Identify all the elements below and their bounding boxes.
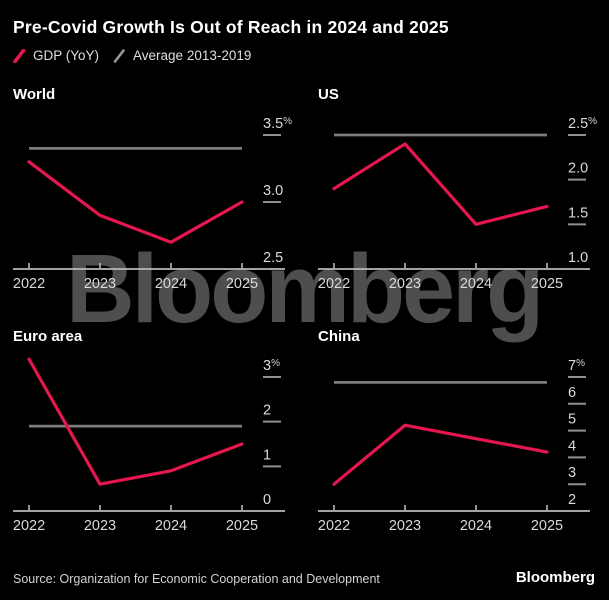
x-tick-label: 2024: [155, 518, 187, 534]
x-tick-label: 2022: [13, 276, 45, 292]
x-tick-label: 2025: [226, 518, 258, 534]
gdp-line: [332, 423, 549, 486]
y-tick-label: 3: [568, 465, 576, 481]
x-tick-label: 2025: [226, 276, 258, 292]
chart-legend: GDP (YoY) Average 2013-2019: [13, 48, 251, 63]
x-tick-label: 2023: [84, 518, 116, 534]
x-tick-label: 2025: [531, 518, 563, 534]
y-tick-label: 3.5%: [263, 116, 292, 132]
panel-title-euro-area: Euro area: [13, 328, 83, 345]
panel-title-china: China: [318, 328, 360, 345]
euro-area-gdp-chart: 2022 2023 2024 2025 0 1 2 3%: [13, 357, 285, 534]
legend-item-gdp: GDP (YoY): [13, 48, 99, 63]
x-tick-label: 2022: [318, 276, 350, 292]
x-tick-label: 2022: [13, 518, 45, 534]
y-tick-label: 7%: [568, 358, 585, 374]
y-tick-label: 3.0: [263, 183, 283, 199]
y-tick-label: 0: [263, 492, 271, 508]
us-gdp-chart: 2022 2023 2024 2025 1.0 1.5 2.0 2.5%: [318, 116, 597, 292]
y-tick-label: 1: [263, 447, 271, 463]
chart-title: Pre-Covid Growth Is Out of Reach in 2024…: [13, 17, 449, 37]
x-tick-label: 2024: [460, 276, 492, 292]
x-tick-label: 2023: [84, 276, 116, 292]
bloomberg-logo: Bloomberg: [515, 569, 595, 586]
panel-us: US 2022 2023 2024 2025 1.0 1.5 2.0 2.5%: [318, 86, 609, 299]
y-tick-label: 2.5%: [568, 116, 597, 132]
y-tick-label: 3%: [263, 358, 280, 374]
china-gdp-chart: 2022 2023 2024 2025 2 3 4 5 6 7%: [318, 358, 590, 534]
legend-label-gdp: GDP (YoY): [33, 48, 100, 63]
y-tick-label: 2.5: [263, 250, 283, 266]
gdp-line: [27, 357, 244, 486]
legend-item-average: Average 2013-2019: [113, 48, 251, 63]
x-tick-label: 2023: [389, 276, 421, 292]
x-tick-label: 2023: [389, 518, 421, 534]
panel-world: World 2022 2023 2024 2025 2.5 3.0 3.5%: [13, 86, 305, 299]
bloomberg-watermark: Bloomberg: [66, 234, 544, 343]
y-tick-label: 1.5: [568, 205, 588, 221]
panel-euro-area: Euro area 2022 2023 2024 2025 0 1 2 3%: [13, 328, 305, 541]
y-tick-label: 2: [568, 492, 576, 508]
y-tick-label: 4: [568, 438, 576, 454]
world-gdp-chart: 2022 2023 2024 2025 2.5 3.0 3.5%: [13, 116, 292, 292]
panel-title-us: US: [318, 86, 339, 103]
average-slash-icon: [113, 48, 125, 63]
gdp-line: [27, 160, 244, 244]
y-tick-label: 1.0: [568, 250, 588, 266]
source-text: Source: Organization for Economic Cooper…: [13, 572, 380, 586]
x-tick-label: 2022: [318, 518, 350, 534]
panel-title-world: World: [13, 86, 56, 103]
panel-china: China 2022 2023 2024 2025 2 3 4 5 6 7%: [318, 328, 609, 541]
y-tick-label: 2.0: [568, 161, 588, 177]
y-tick-label: 2: [263, 403, 271, 419]
y-tick-label: 6: [568, 385, 576, 401]
x-tick-label: 2024: [460, 518, 492, 534]
gdp-line: [332, 142, 549, 226]
gdp-slash-icon: [13, 48, 26, 63]
x-tick-label: 2024: [155, 276, 187, 292]
y-tick-label: 5: [568, 412, 576, 428]
legend-label-average: Average 2013-2019: [133, 48, 252, 63]
x-tick-label: 2025: [531, 276, 563, 292]
